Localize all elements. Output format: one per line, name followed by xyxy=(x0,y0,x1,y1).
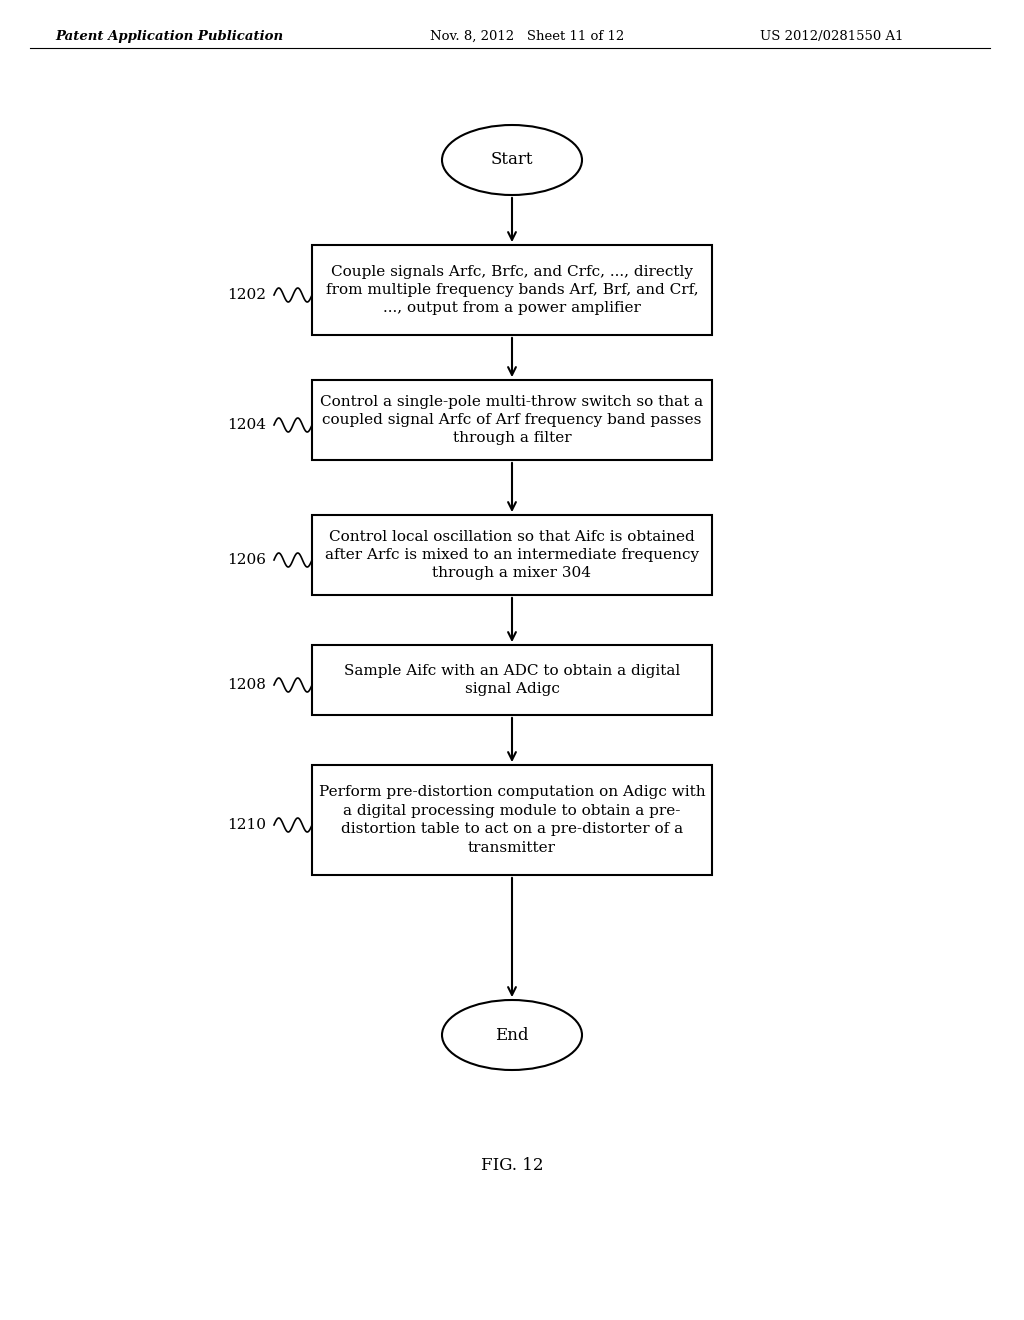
Text: 1204: 1204 xyxy=(227,418,266,432)
Text: Sample Aifc with an ADC to obtain a digital
signal Adigc: Sample Aifc with an ADC to obtain a digi… xyxy=(344,664,680,696)
Text: Perform pre-distortion computation on Adigc with
a digital processing module to : Perform pre-distortion computation on Ad… xyxy=(318,785,706,854)
Text: 1210: 1210 xyxy=(227,818,266,832)
Text: Control local oscillation so that Aifc is obtained
after Arfc is mixed to an int: Control local oscillation so that Aifc i… xyxy=(325,529,699,581)
Text: 1206: 1206 xyxy=(227,553,266,568)
Text: 1202: 1202 xyxy=(227,288,266,302)
Text: FIG. 12: FIG. 12 xyxy=(480,1156,544,1173)
Text: Control a single-pole multi-throw switch so that a
coupled signal Arfc of Arf fr: Control a single-pole multi-throw switch… xyxy=(321,395,703,445)
Text: 1208: 1208 xyxy=(227,678,266,692)
Text: Patent Application Publication: Patent Application Publication xyxy=(55,30,283,44)
Text: Couple signals Arfc, Brfc, and Crfc, ..., directly
from multiple frequency bands: Couple signals Arfc, Brfc, and Crfc, ...… xyxy=(326,264,698,315)
Text: End: End xyxy=(496,1027,528,1044)
Text: US 2012/0281550 A1: US 2012/0281550 A1 xyxy=(760,30,903,44)
Text: Start: Start xyxy=(490,152,534,169)
Text: Nov. 8, 2012   Sheet 11 of 12: Nov. 8, 2012 Sheet 11 of 12 xyxy=(430,30,625,44)
